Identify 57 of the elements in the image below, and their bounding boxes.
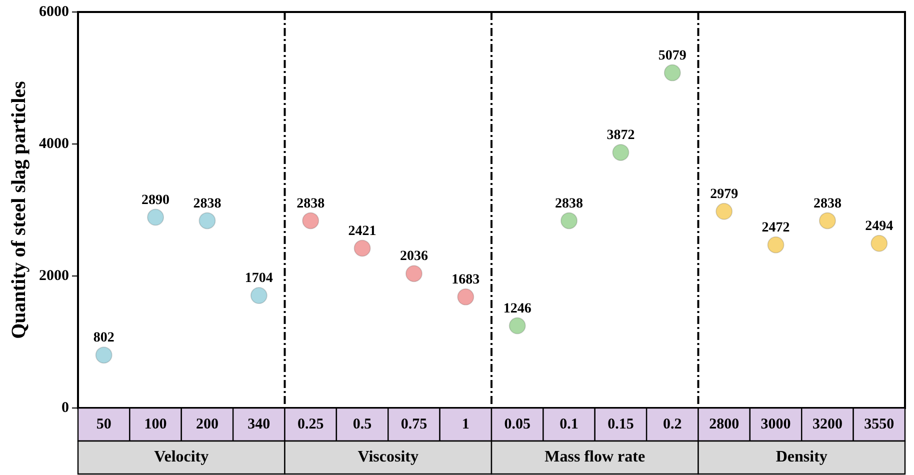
point: [508, 317, 526, 334]
data-label: 3872: [606, 128, 635, 144]
x-tick-label: 0.5: [352, 416, 372, 432]
x-tick-label: 2800: [709, 416, 740, 432]
data-label: 802: [93, 330, 114, 346]
data-label: 2494: [865, 219, 894, 234]
point: [405, 265, 422, 282]
data-label: 2838: [193, 196, 222, 212]
data-label: 2472: [762, 220, 790, 236]
y-tick-label: 6000: [39, 4, 69, 20]
point: [302, 212, 320, 230]
x-tick-label: 0.05: [504, 416, 530, 432]
point: [560, 212, 578, 230]
x-tick-label: 0.2: [663, 416, 682, 432]
data-label: 1683: [452, 272, 480, 288]
x-tick-label: 0.25: [297, 416, 324, 432]
x-tick-label: 3200: [812, 416, 842, 432]
x-tick-label: 200: [196, 416, 218, 432]
y-tick-label: 4000: [39, 136, 69, 152]
data-label: 1704: [244, 271, 273, 286]
x-tick-label: 0.75: [400, 416, 428, 432]
data-label: 2838: [296, 196, 325, 212]
text: Density: [776, 448, 828, 466]
data-label: 2421: [348, 224, 376, 239]
point: [250, 287, 268, 304]
point: [95, 346, 112, 364]
y-tick-label: 2000: [39, 268, 69, 284]
point: [818, 212, 836, 230]
x-tick-label: 3550: [864, 416, 894, 432]
text: Velocity: [154, 448, 209, 466]
data-label: 2838: [555, 196, 584, 212]
data-label: 1246: [503, 301, 532, 316]
point: [664, 64, 681, 82]
x-tick-label: 0.1: [560, 416, 578, 432]
x-tick-label: 100: [144, 416, 167, 432]
point: [457, 288, 474, 306]
y-tick-label: 0: [62, 400, 69, 416]
point: [354, 240, 371, 257]
x-tick-label: 50: [96, 416, 112, 432]
data-label: 2979: [710, 186, 738, 202]
point: [716, 202, 733, 220]
x-tick-label: 3000: [760, 416, 791, 432]
data-label: 2890: [142, 192, 170, 208]
data-label: 2838: [813, 196, 842, 212]
text: Viscosity: [358, 448, 418, 466]
data-label: 2036: [400, 249, 428, 264]
text: Mass flow rate: [544, 448, 646, 466]
data-label: 5079: [658, 48, 686, 64]
x-tick-label: 340: [248, 416, 270, 432]
point: [198, 212, 216, 230]
point: [870, 234, 888, 252]
point: [767, 236, 784, 254]
point: [147, 208, 164, 226]
point: [612, 144, 630, 161]
x-tick-label: 0.15: [608, 416, 634, 432]
y-axis-title: Quantity of steel slag particles: [8, 80, 30, 339]
x-tick-label: 1: [462, 416, 470, 432]
